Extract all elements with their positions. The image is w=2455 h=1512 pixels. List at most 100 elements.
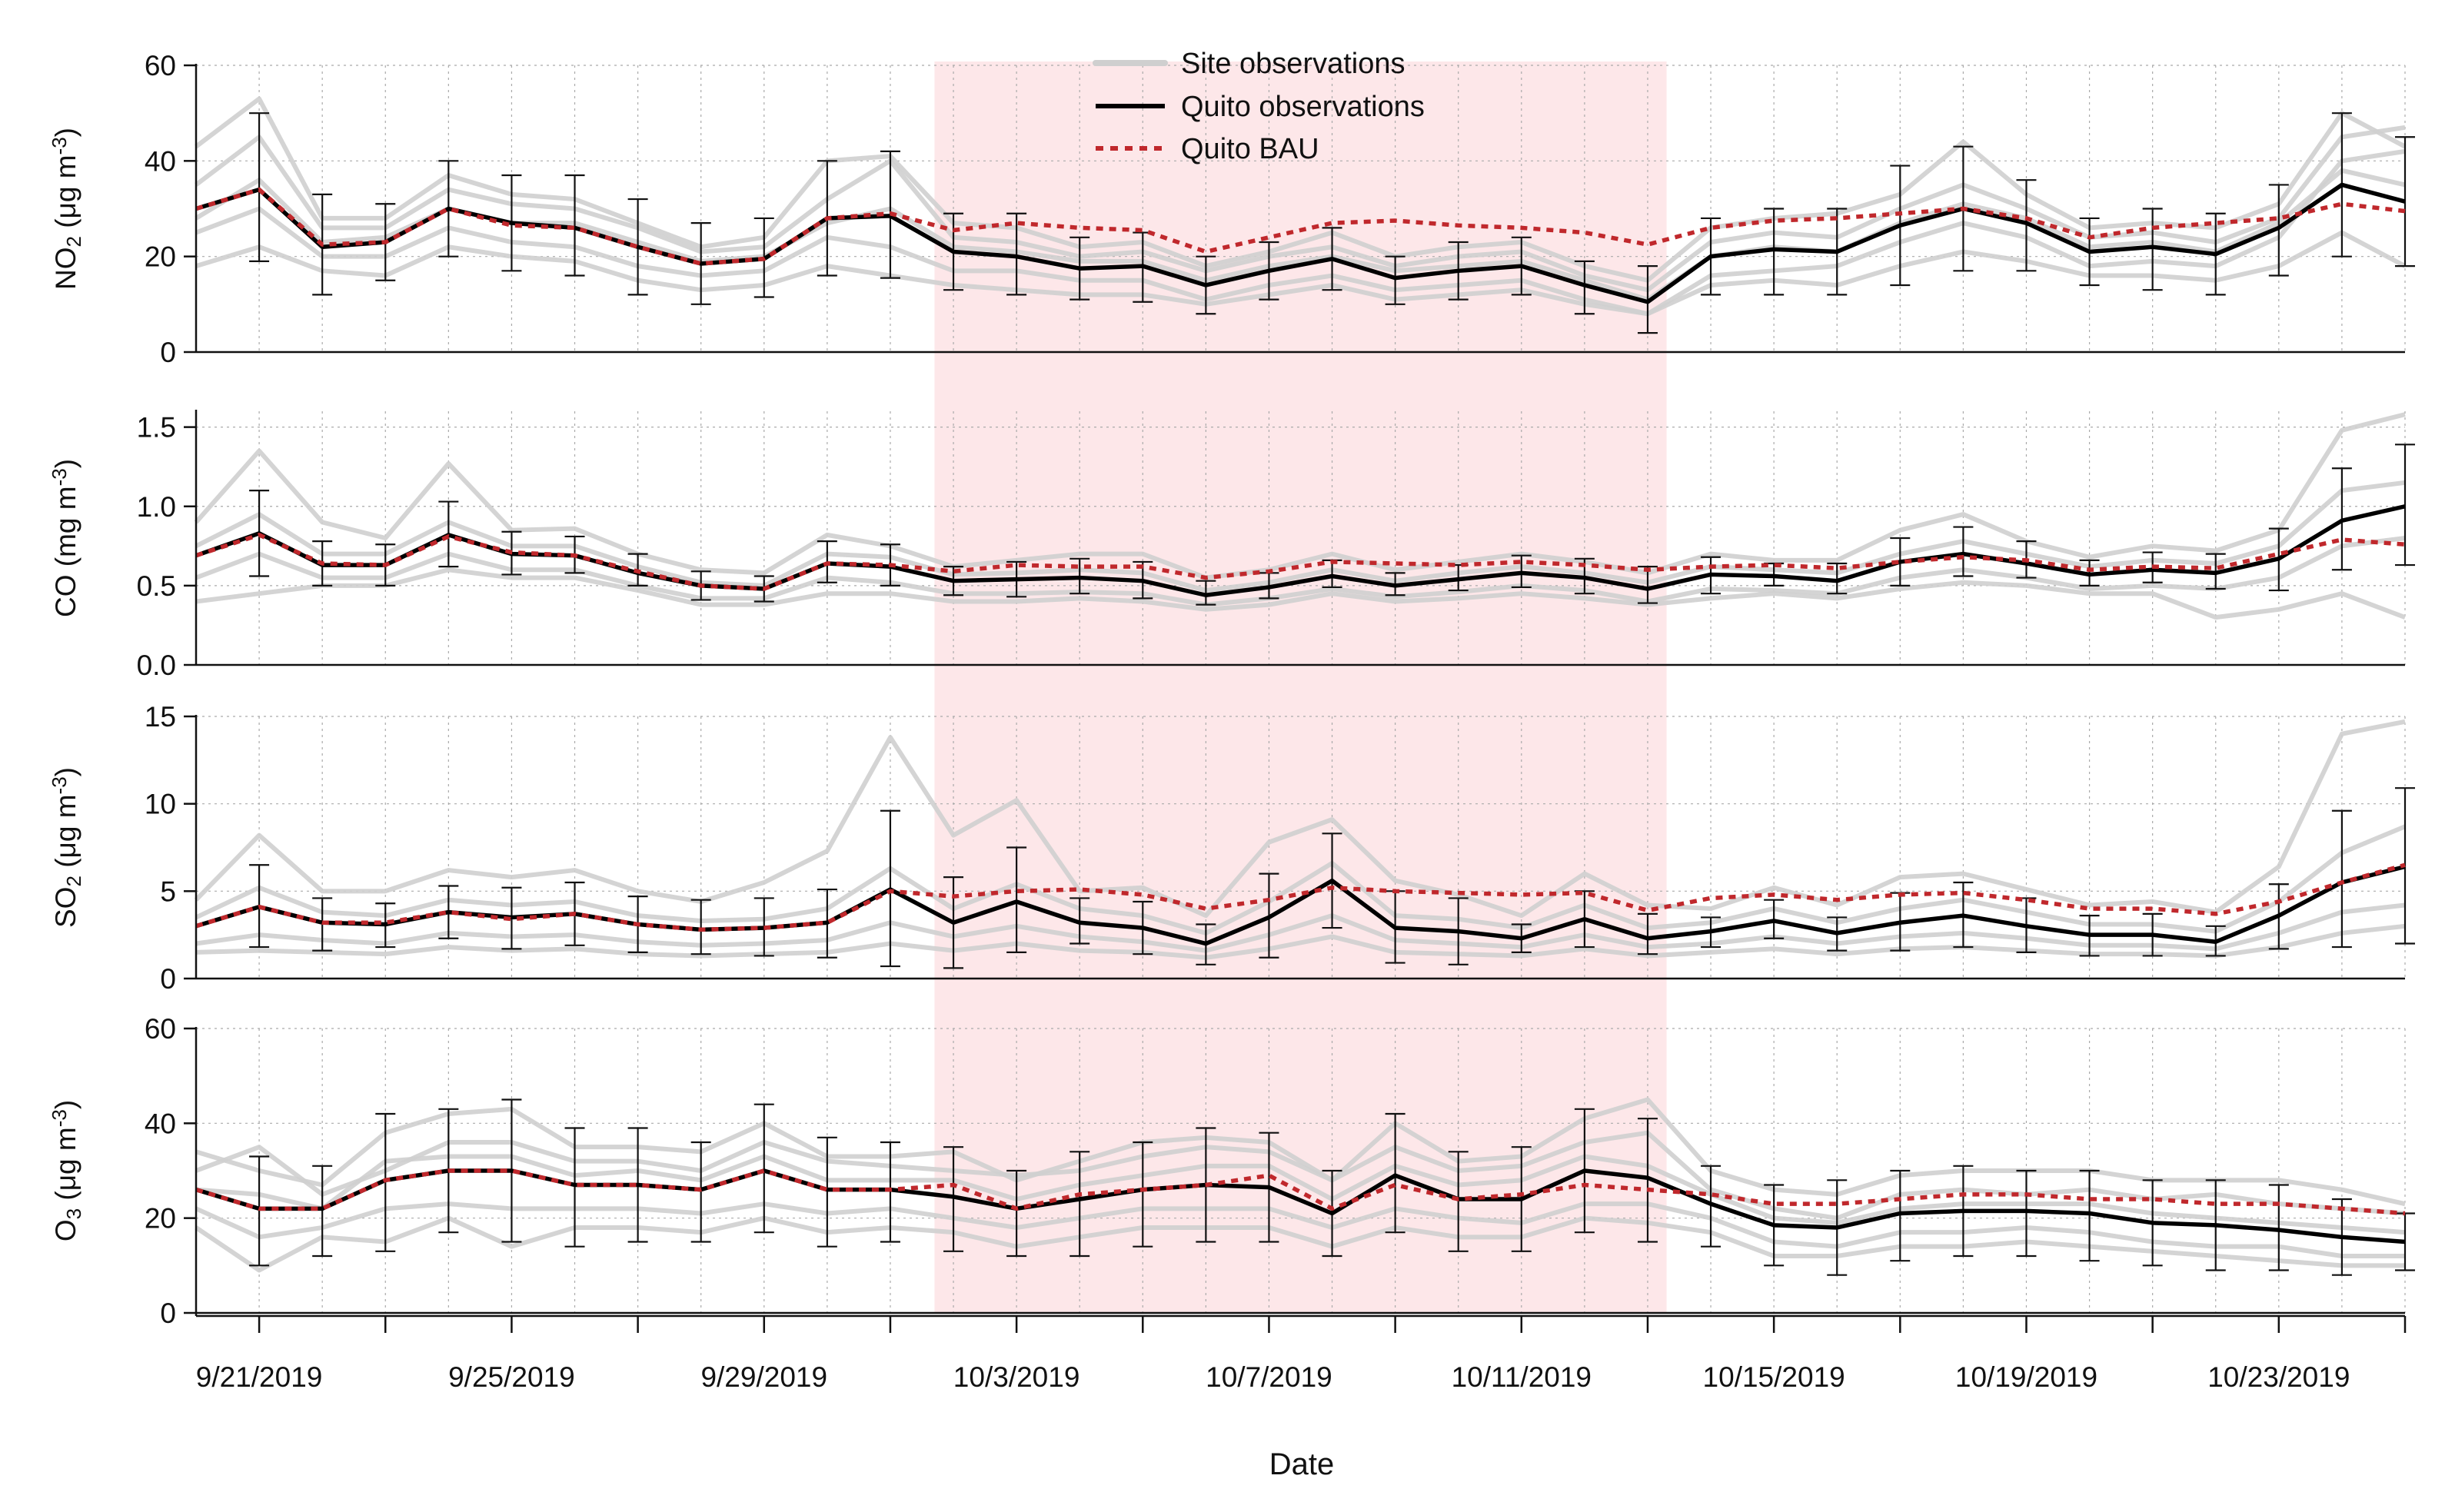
so2-site-line-4 <box>195 923 2406 960</box>
no2-ylabel-end: ) <box>50 128 82 137</box>
no2-error-bar <box>2268 184 2289 277</box>
so2-site-line-1 <box>194 719 2406 919</box>
o3-error-bar <box>1133 1141 1153 1248</box>
x-axis-label: Date <box>1269 1447 1335 1481</box>
no2-error-bar <box>1006 212 1027 296</box>
data-layer <box>194 96 2415 1276</box>
o3-site-line-1 <box>195 1130 2406 1221</box>
o3-error-bar <box>312 1165 333 1258</box>
o3-y-tick-label: 20 <box>145 1203 176 1235</box>
o3-error-bar <box>249 1155 270 1267</box>
o3-quito-bau-line <box>195 1168 2406 1216</box>
so2-y-axis-label: SO2 (μg m-3) <box>48 767 85 928</box>
o3-y-tick-label: 60 <box>145 1013 176 1045</box>
no2-error-bar <box>1574 260 1595 315</box>
o3-error-bar <box>753 1103 774 1234</box>
no2-site-line-3 <box>195 96 2407 283</box>
o3-ylabel-rest: (μg m <box>50 1127 82 1208</box>
no2-error-bar <box>1764 208 1785 296</box>
x-tick-label: 10/11/2019 <box>1452 1361 1592 1393</box>
so2-ylabel-end: ) <box>50 767 82 776</box>
no2-ylabel-sub: 2 <box>62 236 85 247</box>
so2-error-bar <box>1637 912 1658 955</box>
no2-quito-bau-line <box>195 187 2406 266</box>
no2-error-bar <box>2142 208 2163 291</box>
so2-error-bar <box>2331 809 2352 949</box>
o3-error-bar <box>817 1136 837 1248</box>
o3-site-line-3 <box>195 1097 2406 1207</box>
legend-label-quito-observations: Quito observations <box>1181 91 1425 123</box>
no2-site-line-1 <box>195 148 2406 317</box>
legend-label-quito-bau: Quito BAU <box>1181 133 1319 165</box>
no2-error-bar <box>249 112 270 262</box>
co-ylabel-main: CO (mg m <box>50 486 82 617</box>
x-tick-label: 9/25/2019 <box>448 1361 575 1393</box>
x-tick-label: 10/7/2019 <box>1206 1361 1332 1393</box>
o3-error-bar <box>1701 1165 1721 1248</box>
co-site-line-1 <box>195 536 2406 607</box>
x-tick-label: 9/29/2019 <box>700 1361 827 1393</box>
legend: Site observations Quito observations Qui… <box>1093 48 1425 165</box>
legend-label-site: Site observations <box>1181 48 1405 80</box>
o3-error-bar <box>2016 1169 2037 1258</box>
x-tick-label: 10/3/2019 <box>953 1361 1080 1393</box>
o3-error-bar <box>1006 1169 1027 1258</box>
no2-y-tick-label: 0 <box>160 337 176 368</box>
o3-error-bar <box>564 1127 585 1248</box>
o3-ylabel-main: O <box>50 1219 82 1241</box>
co-site-line-3 <box>195 567 2407 620</box>
co-site-line-2 <box>194 412 2406 580</box>
no2-ylabel-sup: -3 <box>48 137 71 155</box>
co-site-line-4 <box>195 480 2406 593</box>
o3-ylabel-sub: 3 <box>62 1208 85 1219</box>
so2-y-tick-label: 5 <box>160 876 176 907</box>
no2-site-line-2 <box>195 125 2406 293</box>
x-tick-label: 9/21/2019 <box>196 1361 323 1393</box>
o3-error-bar <box>2268 1184 2289 1271</box>
co-ylabel-end: ) <box>50 459 82 468</box>
no2-site-line-4 <box>195 230 2407 317</box>
no2-y-axis-label: NO2 (μg m-3) <box>48 128 85 290</box>
no2-ylabel-rest: (μg m <box>50 155 82 236</box>
no2-quito-observations-line <box>195 182 2406 304</box>
o3-site-line-4 <box>195 1215 2405 1273</box>
co-ylabel-sup: -3 <box>48 468 71 486</box>
co-error-bar <box>1637 566 1658 604</box>
o3-site-line-5 <box>195 1154 2406 1235</box>
co-y-tick-label: 0.5 <box>137 570 176 602</box>
co-y-tick-label: 1.0 <box>137 491 176 523</box>
o3-y-axis-label: O3 (μg m-3) <box>48 1100 85 1241</box>
o3-error-bar <box>375 1112 396 1252</box>
co-error-bar <box>2395 444 2415 567</box>
co-error-bar <box>1953 526 1974 577</box>
no2-error-bar <box>2016 179 2037 272</box>
o3-error-bar <box>1385 1112 1405 1234</box>
o3-error-bar <box>1448 1151 1469 1252</box>
x-tick-label: 10/15/2019 <box>1703 1361 1845 1393</box>
o3-error-bar <box>1069 1151 1090 1258</box>
so2-site-line-2 <box>195 902 2406 953</box>
o3-error-bar <box>880 1141 900 1243</box>
so2-error-bar <box>690 899 711 955</box>
o3-y-tick-label: 40 <box>145 1108 176 1139</box>
so2-ylabel-main: SO <box>50 887 82 928</box>
o3-y-tick-label: 0 <box>160 1298 176 1329</box>
so2-y-tick-label: 10 <box>145 789 176 820</box>
co-y-tick-label: 1.5 <box>137 412 176 444</box>
no2-y-tick-label: 40 <box>145 145 176 177</box>
co-error-bar <box>1196 580 1216 606</box>
co-error-bar <box>1827 562 1848 595</box>
x-tick-label: 10/23/2019 <box>2207 1361 2350 1393</box>
co-y-axis-label: CO (mg m-3) <box>48 459 82 617</box>
no2-site-line-5 <box>195 168 2406 302</box>
o3-ylabel-end: ) <box>50 1100 82 1109</box>
o3-error-bar <box>690 1141 711 1243</box>
o3-ylabel-sup: -3 <box>48 1109 71 1127</box>
o3-error-bar <box>2079 1169 2100 1262</box>
no2-y-tick-label: 60 <box>145 50 176 81</box>
so2-y-tick-label: 15 <box>145 701 176 733</box>
so2-ylabel-rest: (μg m <box>50 794 82 876</box>
no2-ylabel-main: NO <box>50 248 82 291</box>
